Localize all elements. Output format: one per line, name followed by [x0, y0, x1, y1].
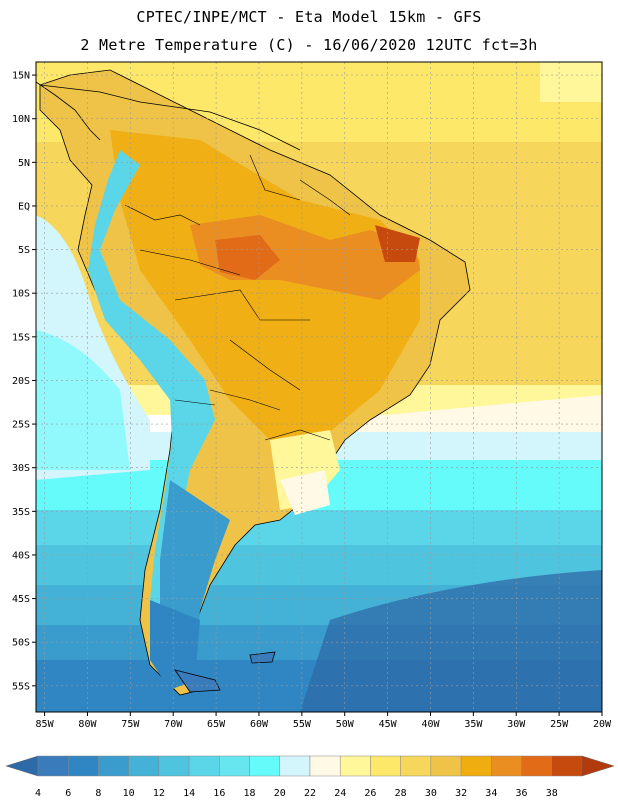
colorbar-label: 30: [425, 788, 437, 799]
falkland-islands: [249, 651, 276, 664]
lon-tick-label: 65W: [207, 719, 226, 730]
colorbar-high-arrow: [581, 755, 615, 777]
ne-brazil-hot: [375, 225, 420, 262]
colorbar-label: 36: [516, 788, 528, 799]
interior-warm: [110, 130, 420, 440]
colorbar-swatch: [521, 755, 553, 777]
lon-tick-label: 50W: [336, 719, 355, 730]
colorbar-swatch: [219, 755, 250, 777]
lat-tick-label: 10N: [12, 114, 30, 125]
colorbar-label: 12: [153, 788, 165, 799]
lat-tick-label: 35S: [12, 507, 30, 518]
lat-tick-label: EQ: [18, 201, 30, 212]
colorbar-label: 38: [546, 788, 558, 799]
colorbar-low-arrow: [5, 755, 39, 777]
colorbar-swatch: [249, 755, 281, 777]
lon-ticks: 85W 80W 75W 70W 65W 60W 55W 50W 45W 40W 35W 30W 25W 2…: [36, 712, 612, 730]
amazon-hot: [190, 215, 420, 300]
colorbar-swatch: [430, 755, 462, 777]
colorbar-label: 32: [455, 788, 467, 799]
lon-tick-label: 40W: [421, 719, 440, 730]
chart-title-line1: CPTEC/INPE/MCT - Eta Model 15km - GFS: [136, 8, 482, 26]
colorbar-swatch: [400, 755, 432, 777]
colorbar-swatch: [98, 755, 129, 777]
map-field: [36, 62, 602, 712]
lat-tick-label: 50S: [12, 638, 30, 649]
colorbar-label: 22: [304, 788, 316, 799]
lon-tick-label: 55W: [293, 719, 312, 730]
lat-tick-label: 40S: [12, 550, 30, 561]
caribbean-coast: [39, 84, 301, 151]
lon-tick-label: 30W: [507, 719, 526, 730]
colorbar-swatch: [460, 755, 492, 777]
lat-tick-label: 5S: [18, 245, 30, 256]
tierra-del-fuego: [174, 669, 221, 693]
lat-tick-label: 15N: [12, 71, 30, 82]
lon-tick-label: 80W: [78, 719, 97, 730]
country-borders: [124, 154, 351, 441]
lat-tick-label: 5N: [18, 158, 30, 169]
lat-tick-label: 25S: [12, 420, 30, 431]
lon-tick-label: 25W: [550, 719, 569, 730]
colorbar: 4 6 8 10 12 14 16 18 20 22 24 26 28 30 32 34 36 38: [5, 755, 615, 799]
colorbar-swatch: [309, 755, 341, 777]
lon-tick-label: 60W: [250, 719, 269, 730]
uruguay-cool: [280, 470, 330, 515]
colorbar-swatch: [158, 755, 190, 777]
lat-tick-label: 10S: [12, 289, 30, 300]
map-frame: [35, 61, 603, 713]
lat-tick-label: 15S: [12, 332, 30, 343]
colorbar-label: 10: [123, 788, 135, 799]
pacific-cool-core: [36, 330, 130, 470]
central-america: [36, 81, 101, 141]
lat-tick-label: 30S: [12, 463, 30, 474]
colorbar-label: 4: [35, 788, 41, 799]
colorbar-label: 28: [395, 788, 407, 799]
lon-tick-label: 75W: [121, 719, 140, 730]
colorbar-label: 20: [274, 788, 286, 799]
lon-tick-label: 70W: [164, 719, 183, 730]
colorbar-swatch: [279, 755, 311, 777]
colorbar-label: 24: [334, 788, 346, 799]
lon-tick-label: 35W: [464, 719, 483, 730]
andes-cold: [88, 150, 215, 650]
ocean-cold-gyre: [300, 570, 602, 712]
gridlines: [36, 62, 602, 712]
colorbar-label: 6: [65, 788, 71, 799]
colorbar-label: 16: [213, 788, 225, 799]
colorbar-swatch: [67, 755, 99, 777]
lon-tick-label: 85W: [36, 719, 55, 730]
lat-tick-label: 20S: [12, 376, 30, 387]
colorbar-label: 18: [244, 788, 256, 799]
ocean-band-14: [36, 510, 602, 550]
chart-title-line2: 2 Metre Temperature (C) - 16/06/2020 12U…: [80, 36, 538, 54]
colorbar-label: 8: [95, 788, 101, 799]
colorbar-swatch: [37, 755, 69, 777]
colorbar-label: 26: [364, 788, 376, 799]
colorbar-label: 14: [183, 788, 195, 799]
amazon-hottest: [215, 235, 280, 280]
colorbar-swatch: [491, 755, 522, 777]
lon-tick-label: 20W: [593, 719, 612, 730]
colorbar-swatch: [128, 755, 160, 777]
colorbar-label: 34: [485, 788, 497, 799]
lat-ticks: 15N 10N 5N EQ 5S 10S 15S 20S 25S 30S 35S 40S 45S 50S 5…: [12, 71, 36, 692]
south-tip-cold: [150, 600, 200, 690]
colorbar-swatch: [551, 755, 583, 777]
colorbar-swatch: [370, 755, 401, 777]
colorbar-swatch: [188, 755, 220, 777]
lat-tick-label: 45S: [12, 594, 30, 605]
lon-tick-label: 45W: [379, 719, 398, 730]
colorbar-swatch: [339, 755, 371, 777]
lat-tick-label: 55S: [12, 681, 30, 692]
ocean-band-north-pale: [540, 62, 602, 102]
